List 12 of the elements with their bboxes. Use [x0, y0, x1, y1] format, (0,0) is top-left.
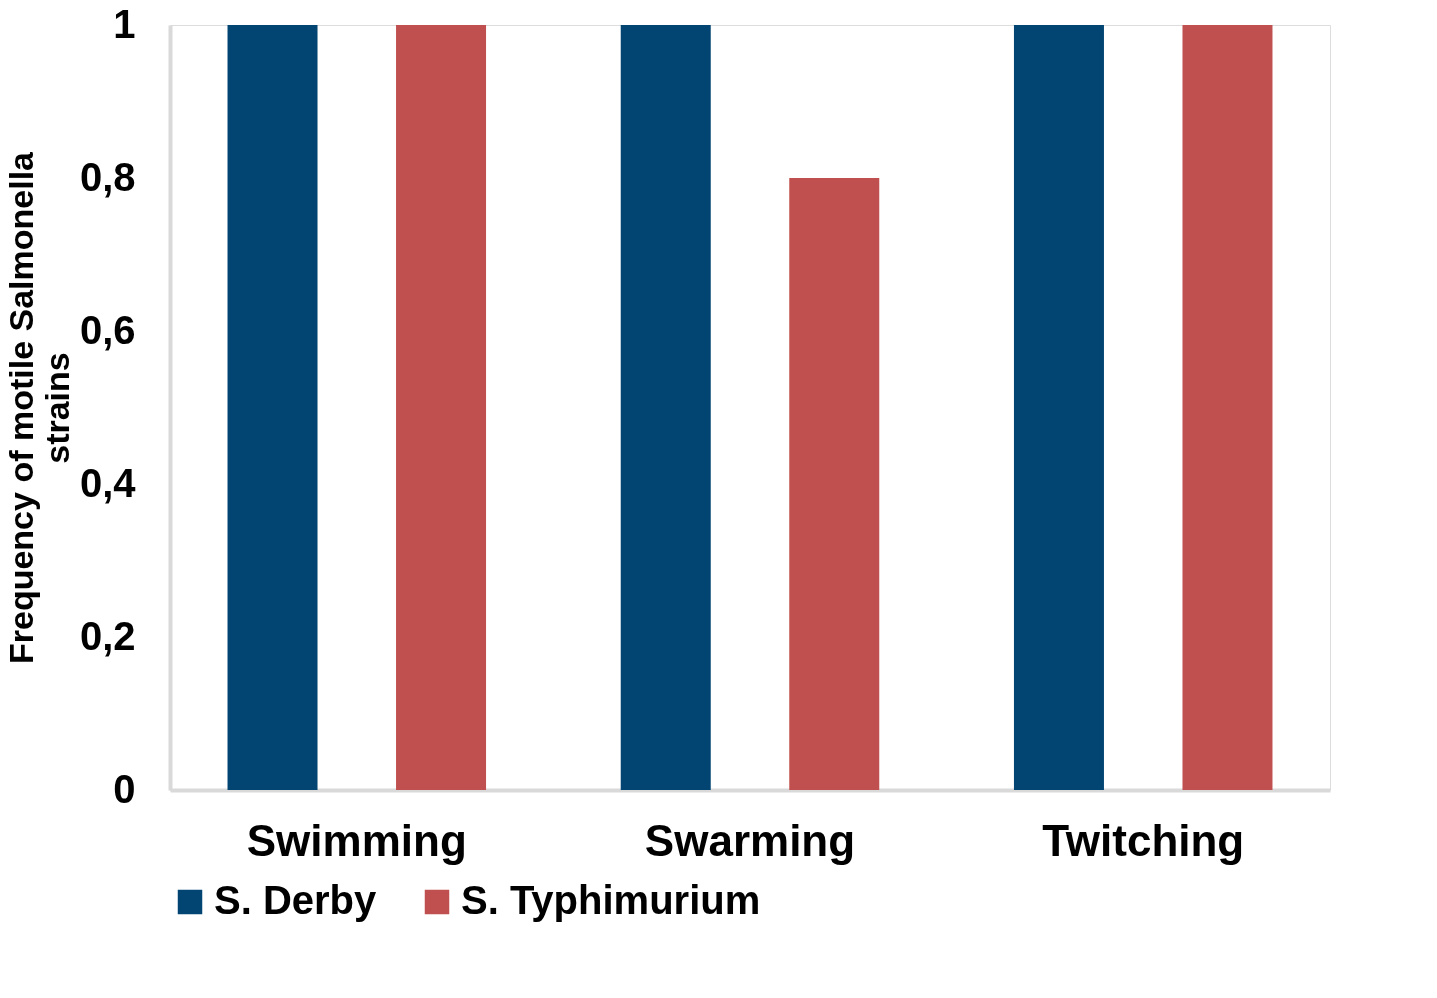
y-tick-label: 0,8 [79, 154, 136, 199]
y-tick-label: 0 [113, 766, 136, 811]
legend-label: S. Typhimurium [461, 878, 761, 922]
x-tick-label: Swarming [644, 815, 856, 865]
y-tick-label: 0,4 [79, 460, 137, 505]
x-tick-label: Swimming [246, 815, 467, 865]
y-axis-title: Frequency of motile Salmonella strains [1, 150, 76, 665]
y-tick-label: 0,2 [79, 613, 136, 658]
y-tick-label: 0,6 [79, 307, 136, 352]
legend-label: S. Derby [214, 878, 378, 922]
x-tick-label: Twitching [1042, 815, 1245, 865]
y-tick-label: 1 [113, 1, 136, 46]
